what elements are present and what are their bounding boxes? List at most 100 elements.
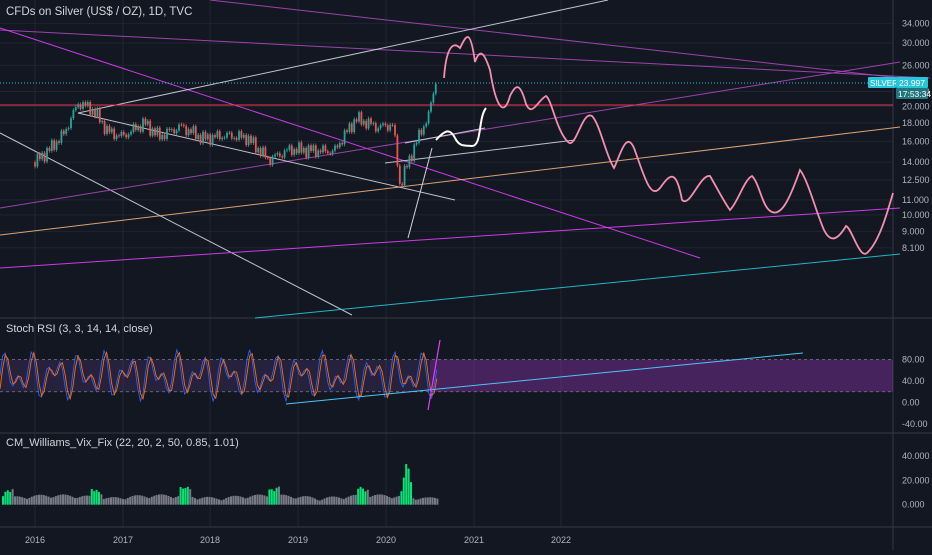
vix-bar xyxy=(318,500,321,505)
vix-bar xyxy=(47,496,50,505)
candle-body xyxy=(425,123,428,127)
vix-bar xyxy=(290,496,292,505)
vix-bar xyxy=(95,489,98,505)
vix-bar xyxy=(143,496,146,505)
vix-bar xyxy=(321,499,324,505)
vix-bar xyxy=(239,496,242,505)
grid-lines xyxy=(0,0,893,527)
price-axis-tick: 10.000 xyxy=(902,210,930,220)
vix-bar xyxy=(354,494,357,505)
candle-body xyxy=(398,165,401,184)
candle-body xyxy=(413,144,416,162)
candle-body xyxy=(415,142,418,145)
vix-bar xyxy=(4,491,7,505)
candle-body xyxy=(103,121,106,134)
candle-body xyxy=(238,131,240,140)
candle-body xyxy=(418,129,420,143)
vix-bar xyxy=(45,495,48,505)
trendline-magenta-falling xyxy=(0,27,701,259)
vix-bar xyxy=(407,468,410,505)
vix-bar xyxy=(376,494,379,505)
vix-bar xyxy=(150,496,153,505)
candle-body xyxy=(350,123,353,133)
vix-bar xyxy=(33,495,36,505)
vix-bar xyxy=(162,494,165,505)
candle-body xyxy=(281,156,284,158)
vix-bar xyxy=(6,490,9,505)
candle-body xyxy=(74,107,77,111)
vix-bar xyxy=(311,497,314,505)
vix-bar xyxy=(14,496,16,505)
vix-bar xyxy=(59,494,62,505)
price-axis-tick: 11.000 xyxy=(902,195,929,205)
stoch-axis-tick: -40.00 xyxy=(902,419,928,429)
candle-body xyxy=(120,131,123,136)
price-axis-tick: 14.000 xyxy=(902,157,930,167)
candle-body xyxy=(223,137,226,139)
candle-body xyxy=(355,119,358,122)
vix-bar xyxy=(390,498,393,505)
candle-body xyxy=(146,120,149,125)
candle-body xyxy=(329,153,332,155)
candle-body xyxy=(113,128,116,139)
candle-body xyxy=(38,153,41,160)
candle-body xyxy=(338,143,341,148)
candle-body xyxy=(67,128,70,129)
vix-bar xyxy=(340,498,343,505)
candle-body xyxy=(293,149,296,155)
vix-bar xyxy=(210,497,213,505)
trendline-purple-top xyxy=(209,0,901,79)
vix-bar xyxy=(141,495,144,505)
candle-body xyxy=(70,118,72,129)
vix-bar xyxy=(30,496,33,505)
candle-body xyxy=(370,118,372,124)
candle-body xyxy=(79,104,82,109)
candle-body xyxy=(240,131,243,138)
vix-bar xyxy=(208,496,211,505)
candle-body xyxy=(326,151,329,154)
vix-bar xyxy=(249,496,252,505)
trendline-white-channel-top xyxy=(77,0,609,114)
vix-bar xyxy=(182,488,184,505)
time-axis-tick: 2021 xyxy=(464,535,484,545)
candle-body xyxy=(312,145,315,151)
vix-bar xyxy=(436,498,439,505)
candle-body xyxy=(346,130,348,132)
candle-body xyxy=(82,102,84,109)
vix-bar xyxy=(174,497,177,505)
candle-body xyxy=(168,128,171,131)
vix-bar xyxy=(383,495,386,505)
trendline-white-falling xyxy=(0,132,353,316)
vix-bar xyxy=(266,496,268,505)
vix-bar xyxy=(158,494,160,505)
candle-body xyxy=(142,118,144,132)
candle-body xyxy=(382,123,384,126)
candle-body xyxy=(72,110,75,119)
vix-bar xyxy=(62,494,64,505)
vix-bar xyxy=(412,498,415,505)
time-axis-tick: 2020 xyxy=(376,535,396,545)
vix-bar xyxy=(242,497,244,505)
candle-body xyxy=(151,128,154,136)
candle-body xyxy=(269,158,272,165)
trendline-white-spike xyxy=(407,147,433,239)
candle-body xyxy=(302,148,305,153)
candle-body xyxy=(298,142,300,154)
vix-bar xyxy=(2,496,4,505)
vix-axis-tick: 20.000 xyxy=(902,475,930,485)
candle-body xyxy=(139,126,142,132)
vix-bar xyxy=(246,497,249,505)
vix-bar xyxy=(196,499,199,505)
candle-body xyxy=(379,125,382,129)
candle-body xyxy=(187,129,190,136)
price-axis-tick: 9.000 xyxy=(902,226,925,236)
projection-path xyxy=(443,36,894,255)
vix-bar xyxy=(292,498,295,505)
candle-body xyxy=(173,129,176,134)
stoch-band-highlight xyxy=(430,359,893,392)
candle-body xyxy=(226,132,228,138)
price-axis-tick: 30.000 xyxy=(902,38,930,48)
vix-bar xyxy=(405,464,408,505)
